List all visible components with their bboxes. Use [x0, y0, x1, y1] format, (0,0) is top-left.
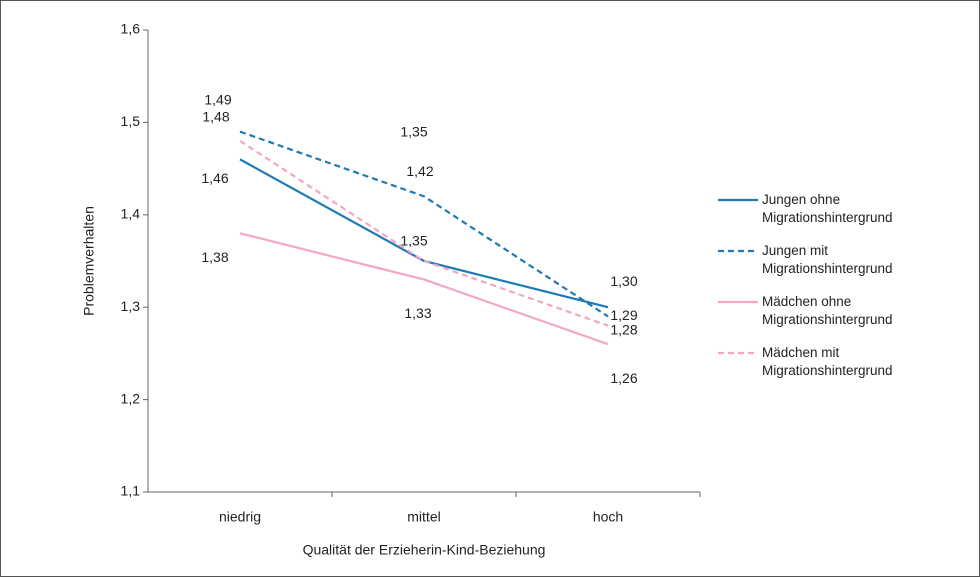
- series-line: [239, 232, 609, 346]
- y-tick-label: 1,4: [121, 206, 141, 222]
- data-label: 1,48: [202, 109, 229, 125]
- data-label: 1,35: [400, 233, 427, 249]
- data-label: 1,42: [406, 163, 433, 179]
- data-label: 1,28: [610, 321, 637, 337]
- data-label: 1,35: [400, 124, 427, 140]
- legend-label: Mädchen mit Migrationshintergrund: [762, 345, 893, 378]
- x-axis-title: Qualität der Erzieherin-Kind-Beziehung: [303, 542, 546, 558]
- data-label: 1,38: [201, 249, 228, 265]
- legend-label: Jungen ohne Migrationshintergrund: [762, 192, 893, 225]
- legend-label: Jungen mit Migrationshintergrund: [762, 243, 893, 276]
- series-line: [239, 130, 609, 318]
- y-tick-label: 1,2: [121, 390, 141, 406]
- x-tick-label: hoch: [593, 509, 623, 525]
- legend-label: Mädchen ohne Migrationshintergrund: [762, 294, 893, 327]
- y-tick-label: 1,1: [121, 483, 141, 499]
- data-label: 1,49: [204, 91, 231, 107]
- x-tick-label: niedrig: [219, 509, 261, 525]
- series-line: [239, 158, 609, 309]
- data-label: 1,29: [610, 307, 637, 323]
- x-tick-label: mittel: [407, 509, 440, 525]
- data-label: 1,46: [201, 170, 228, 186]
- y-tick-label: 1,5: [121, 113, 141, 129]
- data-label: 1,33: [404, 305, 431, 321]
- data-label: 1,30: [610, 273, 637, 289]
- data-label: 1,26: [610, 370, 637, 386]
- y-axis-title: Problemverhalten: [81, 206, 97, 316]
- y-tick-label: 1,3: [121, 298, 141, 314]
- y-tick-label: 1,6: [121, 21, 141, 37]
- series-line: [239, 139, 609, 327]
